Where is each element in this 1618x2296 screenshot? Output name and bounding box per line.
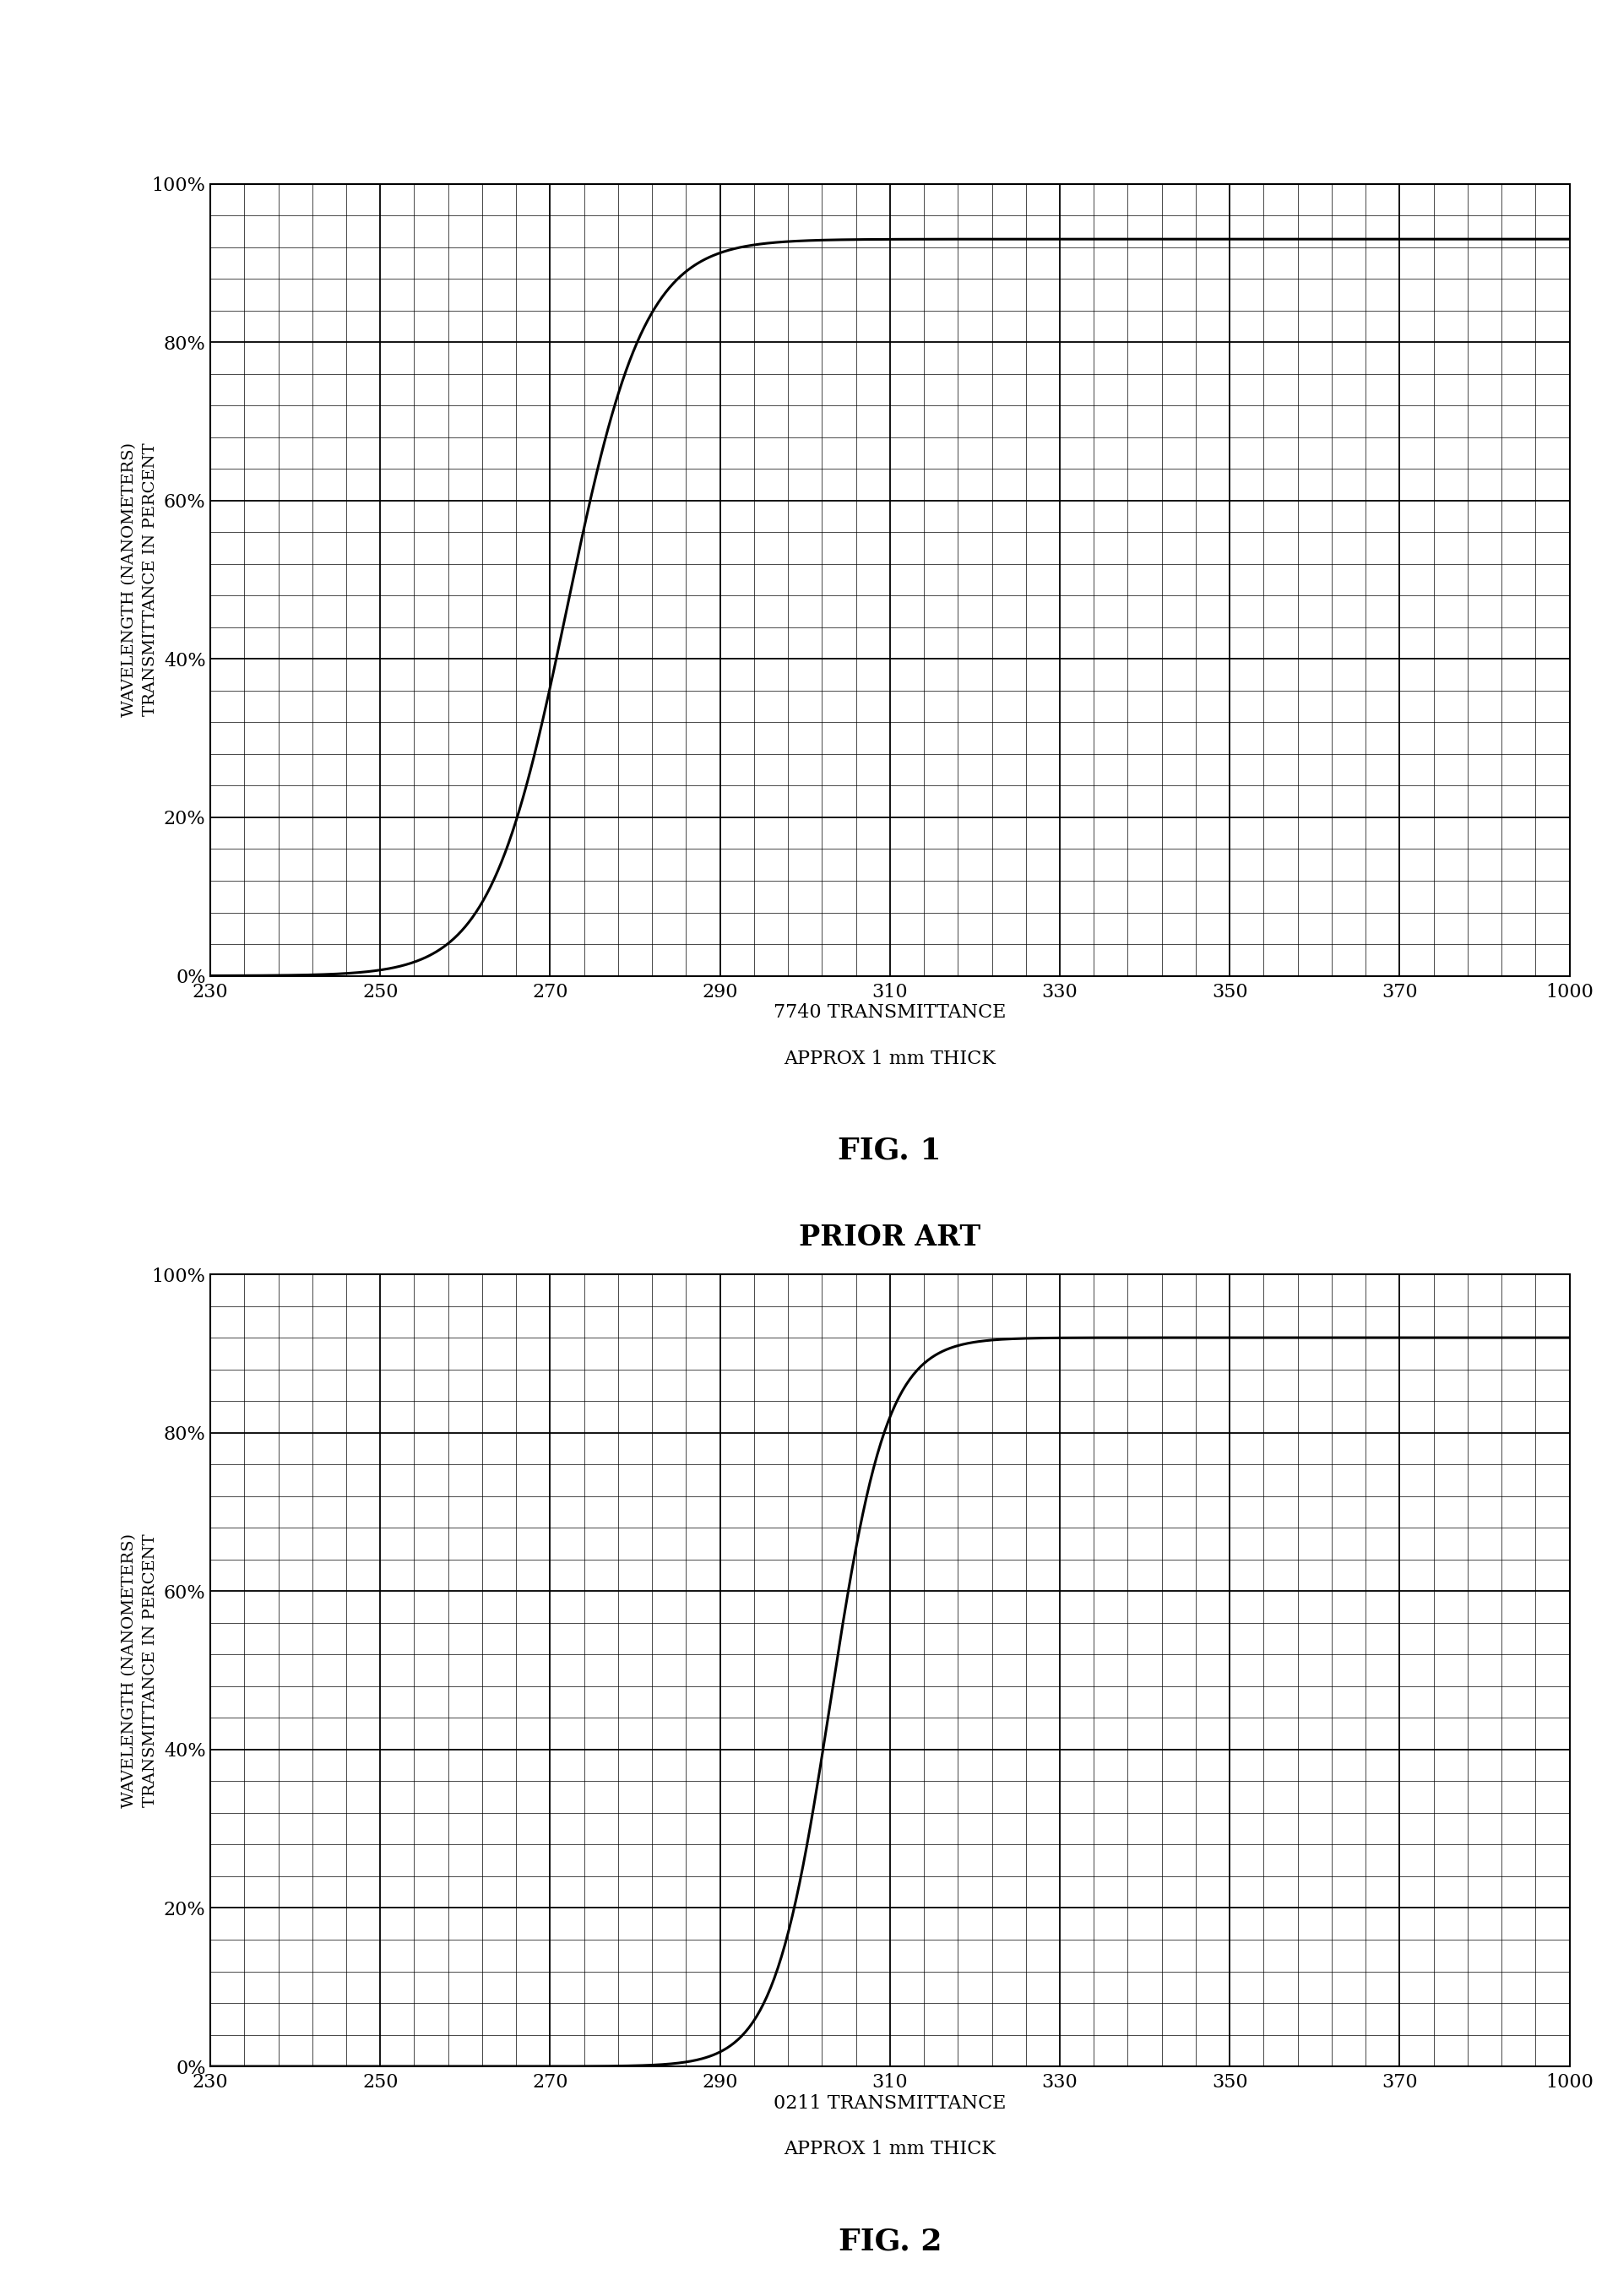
Text: APPROX 1 mm THICK: APPROX 1 mm THICK [785,2140,995,2158]
Y-axis label: WAVELENGTH (NANOMETERS)
TRANSMITTANCE IN PERCENT: WAVELENGTH (NANOMETERS) TRANSMITTANCE IN… [121,443,159,716]
Y-axis label: WAVELENGTH (NANOMETERS)
TRANSMITTANCE IN PERCENT: WAVELENGTH (NANOMETERS) TRANSMITTANCE IN… [121,1534,159,1807]
Text: APPROX 1 mm THICK: APPROX 1 mm THICK [785,1049,995,1068]
Text: FIG. 1: FIG. 1 [838,1137,942,1166]
Text: PRIOR ART: PRIOR ART [799,1224,981,1251]
Text: 0211 TRANSMITTANCE: 0211 TRANSMITTANCE [773,2094,1006,2112]
Text: FIG. 2: FIG. 2 [838,2227,942,2257]
Text: 7740 TRANSMITTANCE: 7740 TRANSMITTANCE [773,1003,1006,1022]
